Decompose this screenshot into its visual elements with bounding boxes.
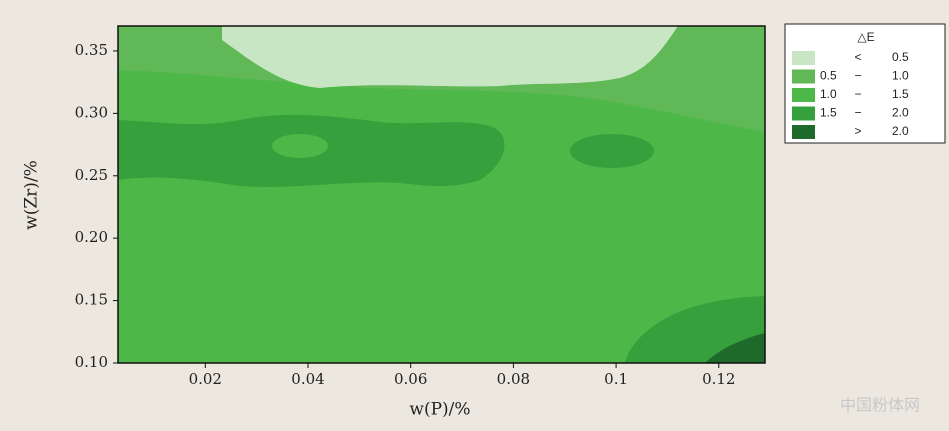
- legend: △E <0.5 0.5 − 1.0 1.0 − 1.5 1.5 − 2.0 > 2.0: [784, 23, 946, 144]
- plot-area: [117, 25, 766, 364]
- legend-high: 0.5: [892, 50, 909, 64]
- x-tick-label: 0.04: [291, 370, 324, 388]
- legend-op: −: [854, 87, 861, 101]
- x-tick-label: 0.12: [702, 370, 735, 388]
- legend-title: △E: [857, 30, 874, 44]
- legend-swatch: [792, 106, 815, 121]
- legend-op: −: [854, 106, 861, 120]
- x-tick-label: 0.08: [497, 370, 530, 388]
- legend-high: 1.5: [892, 87, 909, 101]
- contour-region: [705, 333, 765, 363]
- legend-swatch: [792, 51, 815, 65]
- plot-border: [117, 25, 766, 364]
- x-axis-label: w(P)/%: [409, 400, 470, 420]
- watermark: 中国粉体网: [840, 396, 920, 415]
- legend-low: 1.0: [820, 87, 837, 101]
- legend-low: 0.5: [820, 69, 837, 83]
- contour-region: [222, 26, 678, 88]
- x-tick-label: 0.06: [394, 370, 427, 388]
- legend-low: 1.5: [820, 106, 837, 120]
- legend-high: 2.0: [892, 124, 909, 138]
- legend-op: <: [854, 50, 861, 64]
- y-axis-label: w(Zr)/%: [22, 160, 42, 230]
- x-tick-label: 0.02: [189, 370, 222, 388]
- legend-high: 2.0: [892, 106, 909, 120]
- contour-region: [570, 134, 654, 168]
- legend-high: 1.0: [892, 69, 909, 83]
- legend-swatch: [792, 69, 815, 84]
- legend-op: >: [854, 124, 861, 138]
- y-tick-label: 0.20: [75, 228, 108, 246]
- legend-swatch: [792, 125, 815, 139]
- y-tick-label: 0.15: [75, 291, 108, 309]
- x-tick-label: 0.1: [604, 370, 628, 388]
- legend-op: −: [854, 69, 861, 83]
- legend-swatch: [792, 88, 815, 102]
- y-tick-label: 0.10: [75, 353, 108, 371]
- y-tick-label: 0.25: [75, 166, 108, 184]
- y-tick-label: 0.30: [75, 103, 108, 121]
- y-tick-label: 0.35: [75, 41, 108, 59]
- contour-region: [272, 134, 328, 158]
